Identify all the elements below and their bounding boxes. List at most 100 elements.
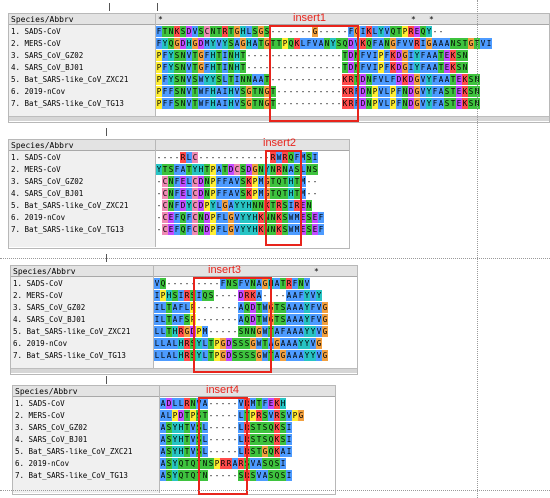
residue-cell[interactable]: H (178, 434, 184, 445)
residue-cell[interactable]: - (336, 62, 342, 73)
residue-cell[interactable]: S (208, 290, 214, 301)
residue-cell[interactable]: A (252, 38, 258, 49)
residue-cell[interactable]: N (298, 278, 304, 289)
residue-cell[interactable]: - (288, 26, 294, 37)
residue-cell[interactable]: I (222, 62, 228, 73)
residue-cell[interactable]: S (262, 434, 268, 445)
residue-cell[interactable]: N (384, 38, 390, 49)
residue-cell[interactable]: - (220, 470, 226, 481)
residue-cell[interactable]: Q (202, 290, 208, 301)
residue-cell[interactable]: K (246, 188, 252, 199)
residue-cell[interactable]: - (232, 446, 238, 457)
residue-cell[interactable]: I (486, 38, 492, 49)
residue-cell[interactable]: Y (210, 200, 216, 211)
residue-cell[interactable]: - (214, 422, 220, 433)
residue-cell[interactable]: - (324, 74, 330, 85)
residue-cell[interactable]: D (408, 86, 414, 97)
residue-cell[interactable]: L (186, 152, 192, 163)
residue-cell[interactable]: G (402, 62, 408, 73)
residue-cell[interactable]: - (208, 446, 214, 457)
residue-cell[interactable]: S (262, 410, 268, 421)
residue-cell[interactable]: Y (330, 38, 336, 49)
residue-cell[interactable]: L (172, 338, 178, 349)
residue-cell[interactable]: I (286, 422, 292, 433)
residue-cell[interactable]: - (276, 86, 282, 97)
residue-cell[interactable]: Y (304, 290, 310, 301)
residue-cell[interactable]: F (174, 164, 180, 175)
residue-cell[interactable]: V (402, 38, 408, 49)
residue-cell[interactable]: S (282, 212, 288, 223)
residue-cell[interactable]: N (240, 74, 246, 85)
residue-cell[interactable]: D (250, 302, 256, 313)
residue-cell[interactable]: W (262, 314, 268, 325)
residue-cell[interactable]: G (198, 50, 204, 61)
residue-cell[interactable]: F (174, 188, 180, 199)
residue-cell[interactable]: - (336, 50, 342, 61)
residue-cell[interactable]: - (226, 434, 232, 445)
residue-cell[interactable]: R (348, 86, 354, 97)
residue-cell[interactable]: L (238, 434, 244, 445)
residue-cell[interactable]: Y (414, 50, 420, 61)
species-header[interactable]: Species/Abbrv (11, 266, 153, 277)
residue-cell[interactable]: A (288, 164, 294, 175)
residue-cell[interactable]: R (222, 26, 228, 37)
residue-cell[interactable]: - (312, 86, 318, 97)
residue-cell[interactable]: F (384, 50, 390, 61)
residue-cell[interactable]: V (244, 278, 250, 289)
residue-cell[interactable]: S (240, 98, 246, 109)
residue-cell[interactable]: M (300, 152, 306, 163)
residue-cell[interactable]: T (294, 176, 300, 187)
residue-cell[interactable]: A (228, 200, 234, 211)
residue-cell[interactable]: E (444, 50, 450, 61)
residue-cell[interactable]: G (262, 446, 268, 457)
residue-cell[interactable]: A (238, 302, 244, 313)
residue-cell[interactable]: K (174, 26, 180, 37)
residue-cell[interactable]: F (420, 62, 426, 73)
residue-cell[interactable]: D (198, 188, 204, 199)
residue-cell[interactable]: V (366, 62, 372, 73)
residue-cell[interactable]: E (300, 200, 306, 211)
residue-cell[interactable]: A (274, 278, 280, 289)
residue-cell[interactable]: N (180, 86, 186, 97)
residue-cell[interactable]: K (274, 398, 280, 409)
residue-cell[interactable]: A (292, 314, 298, 325)
residue-cell[interactable]: D (186, 26, 192, 37)
residue-cell[interactable]: S (264, 26, 270, 37)
species-label[interactable]: 6. 2019-nCov (13, 339, 68, 348)
residue-cell[interactable]: - (324, 86, 330, 97)
residue-cell[interactable]: F (318, 212, 324, 223)
residue-cell[interactable]: I (288, 200, 294, 211)
residue-cell[interactable]: V (190, 422, 196, 433)
residue-cell[interactable]: V (234, 98, 240, 109)
residue-cell[interactable]: L (384, 74, 390, 85)
residue-cell[interactable]: T (256, 446, 262, 457)
residue-cell[interactable]: - (208, 470, 214, 481)
residue-cell[interactable]: F (420, 50, 426, 61)
residue-cell[interactable]: D (228, 164, 234, 175)
residue-cell[interactable]: - (282, 62, 288, 73)
residue-cell[interactable]: E (300, 212, 306, 223)
residue-cell[interactable]: V (190, 434, 196, 445)
residue-cell[interactable]: - (232, 434, 238, 445)
residue-cell[interactable]: F (360, 62, 366, 73)
residue-cell[interactable]: - (306, 176, 312, 187)
residue-cell[interactable]: A (426, 50, 432, 61)
residue-cell[interactable]: K (462, 74, 468, 85)
residue-cell[interactable]: S (456, 38, 462, 49)
residue-cell[interactable]: A (258, 74, 264, 85)
residue-cell[interactable]: - (196, 278, 202, 289)
residue-cell[interactable]: D (360, 74, 366, 85)
residue-cell[interactable]: - (300, 50, 306, 61)
residue-cell[interactable]: E (168, 224, 174, 235)
residue-cell[interactable]: N (402, 86, 408, 97)
residue-cell[interactable]: D (348, 50, 354, 61)
residue-cell[interactable]: H (210, 98, 216, 109)
residue-cell[interactable]: T (184, 434, 190, 445)
residue-cell[interactable]: R (178, 326, 184, 337)
residue-cell[interactable]: S (468, 86, 474, 97)
residue-cell[interactable]: S (444, 98, 450, 109)
residue-cell[interactable]: S (240, 86, 246, 97)
residue-cell[interactable]: S (166, 458, 172, 469)
residue-cell[interactable]: E (168, 212, 174, 223)
residue-cell[interactable]: - (202, 278, 208, 289)
